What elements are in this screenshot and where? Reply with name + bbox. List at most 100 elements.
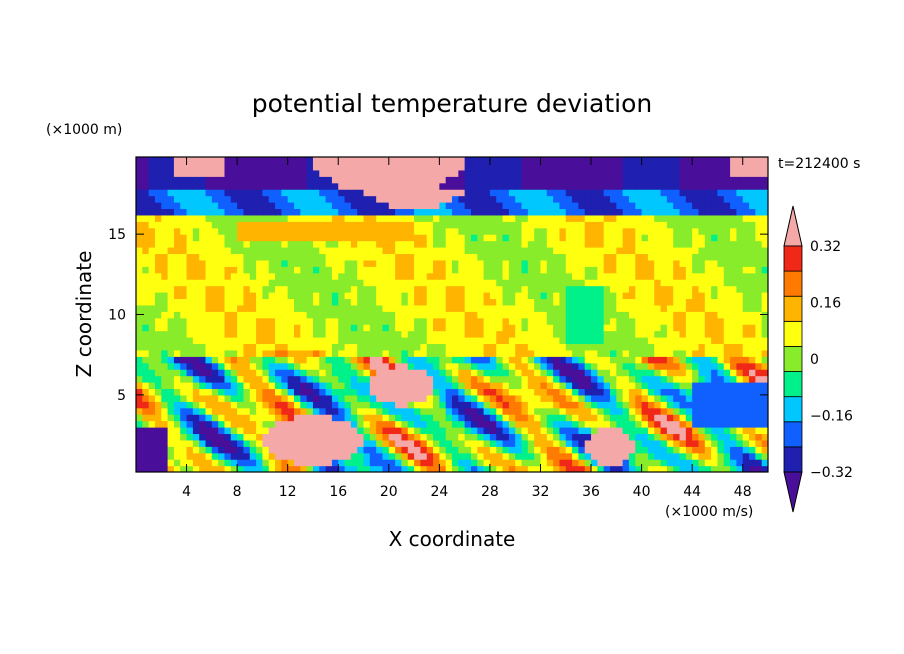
x-tick-label: 48 xyxy=(734,484,752,500)
field-cell xyxy=(635,375,643,383)
field-cell xyxy=(249,266,257,274)
field-cell xyxy=(287,311,295,319)
field-cell xyxy=(243,234,251,242)
field-cell xyxy=(331,169,339,177)
field-cell xyxy=(325,189,333,197)
field-cell xyxy=(483,427,491,435)
field-cell xyxy=(616,414,624,422)
field-cell xyxy=(711,247,719,255)
field-cell xyxy=(407,279,415,287)
field-cell xyxy=(142,189,150,197)
field-cell xyxy=(243,349,251,357)
field-cell xyxy=(363,234,371,242)
field-cell xyxy=(338,317,346,325)
field-cell xyxy=(496,234,504,242)
field-cell xyxy=(723,446,731,454)
field-cell xyxy=(369,311,377,319)
field-cell xyxy=(294,253,301,261)
field-cell xyxy=(654,169,662,177)
field-cell xyxy=(262,330,270,338)
field-cell xyxy=(243,343,251,351)
field-cell xyxy=(496,356,504,364)
field-cell xyxy=(553,169,561,177)
field-cell xyxy=(275,292,282,300)
field-cell xyxy=(350,382,358,390)
field-cell xyxy=(395,375,403,383)
field-cell xyxy=(312,343,320,351)
field-cell xyxy=(262,459,270,467)
field-cell xyxy=(546,259,554,267)
field-cell xyxy=(597,163,605,171)
field-cell xyxy=(685,311,693,319)
field-cell xyxy=(572,253,579,261)
field-cell xyxy=(540,337,548,345)
field-cell xyxy=(407,234,415,242)
field-cell xyxy=(344,414,352,422)
field-cell xyxy=(515,324,523,332)
field-cell xyxy=(414,356,421,364)
field-cell xyxy=(464,394,472,402)
field-cell xyxy=(331,362,339,370)
field-cell xyxy=(540,433,548,441)
field-cell xyxy=(635,394,643,402)
field-cell xyxy=(622,240,630,248)
field-cell xyxy=(224,189,232,197)
field-cell xyxy=(312,298,320,306)
field-cell xyxy=(578,157,586,165)
field-cell xyxy=(148,382,156,390)
field-cell xyxy=(192,401,200,409)
field-cell xyxy=(597,202,605,210)
field-cell xyxy=(173,459,181,467)
field-cell xyxy=(641,195,649,203)
field-cell xyxy=(742,343,750,351)
field-cell xyxy=(761,420,768,428)
field-cell xyxy=(660,266,668,274)
field-cell xyxy=(685,304,693,312)
field-cell xyxy=(205,202,213,210)
field-cell xyxy=(546,163,554,171)
field-cell xyxy=(717,459,725,467)
field-cell xyxy=(136,176,143,184)
field-cell xyxy=(300,369,308,377)
field-cell xyxy=(224,227,232,235)
field-cell xyxy=(559,292,567,300)
field-cell xyxy=(685,420,693,428)
field-cell xyxy=(628,311,636,319)
field-cell xyxy=(363,388,371,396)
field-cell xyxy=(572,433,579,441)
field-cell xyxy=(559,176,567,184)
field-cell xyxy=(167,253,175,261)
field-cell xyxy=(148,279,156,287)
field-cell xyxy=(730,195,737,203)
field-cell xyxy=(319,382,327,390)
field-cell xyxy=(458,465,466,472)
field-cell xyxy=(192,394,200,402)
field-cell xyxy=(565,202,573,210)
field-cell xyxy=(420,382,428,390)
field-cell xyxy=(287,337,295,345)
field-cell xyxy=(666,439,674,447)
field-cell xyxy=(268,420,276,428)
field-cell xyxy=(572,407,579,415)
field-cell xyxy=(521,311,529,319)
field-cell xyxy=(287,388,295,396)
field-cell xyxy=(635,324,643,332)
field-cell xyxy=(205,247,213,255)
field-cell xyxy=(489,240,497,248)
field-cell xyxy=(679,266,687,274)
field-cell xyxy=(243,259,251,267)
field-cell xyxy=(167,401,175,409)
field-cell xyxy=(414,433,421,441)
field-cell xyxy=(142,401,150,409)
field-cell xyxy=(496,157,504,165)
field-cell xyxy=(275,247,282,255)
field-cell xyxy=(237,279,245,287)
field-cell xyxy=(749,240,756,248)
field-cell xyxy=(761,369,768,377)
field-cell xyxy=(154,382,162,390)
field-cell xyxy=(458,362,466,370)
field-cell xyxy=(281,317,289,325)
field-cell xyxy=(553,433,561,441)
field-cell xyxy=(685,176,693,184)
field-cell xyxy=(540,304,548,312)
